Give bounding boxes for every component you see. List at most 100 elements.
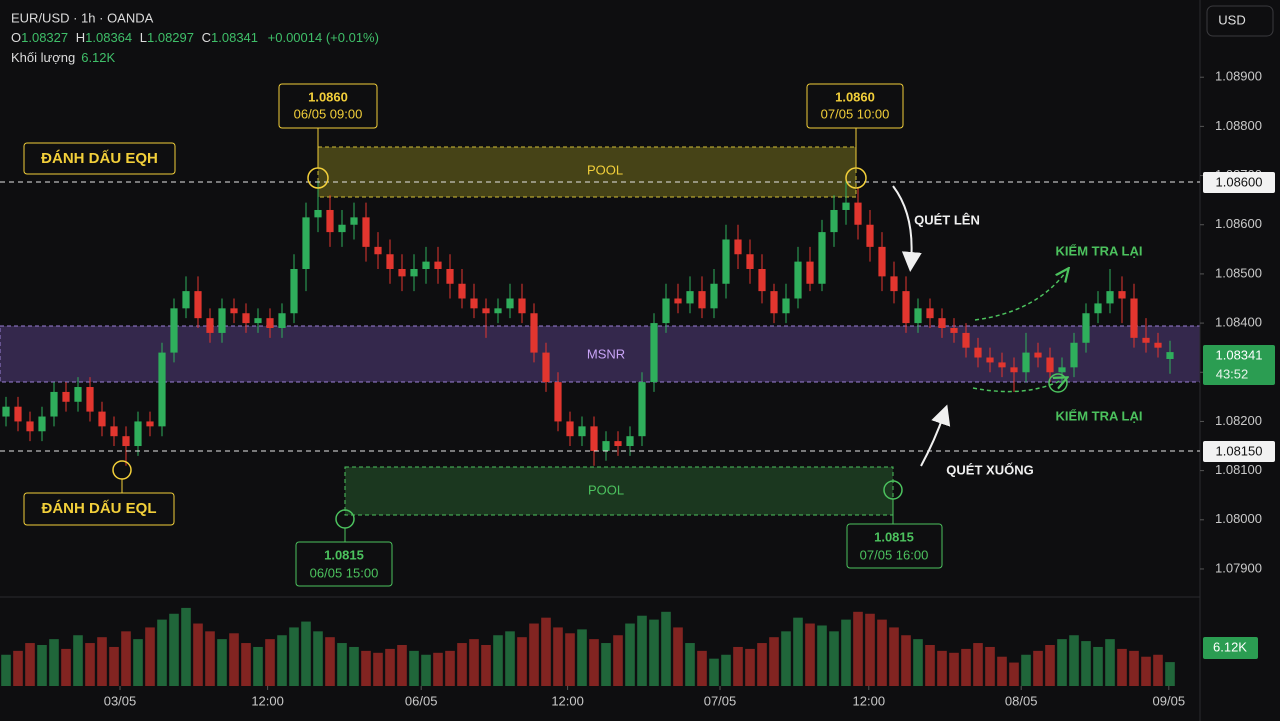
volume-bar: [505, 631, 515, 686]
annotations: POOL MSNR POOL ĐÁNH DẤU EQH ĐÁNH DẤU EQL…: [23, 83, 1142, 587]
candle-body: [578, 426, 586, 437]
candle-body: [602, 441, 610, 451]
candle-body: [1046, 357, 1054, 373]
volume-bar: [13, 650, 23, 686]
candle-body: [1106, 291, 1114, 304]
candle-body: [1094, 303, 1102, 314]
x-tick-label: 12:00: [853, 693, 886, 708]
volume-bar: [601, 643, 611, 686]
volume-bar: [109, 646, 119, 686]
candle-body: [590, 426, 598, 451]
candle-body: [1142, 337, 1150, 343]
candle-body: [314, 209, 322, 218]
candle-body: [842, 202, 850, 210]
candle-body: [986, 357, 994, 363]
pool-label: POOL: [588, 482, 624, 497]
volume-bar: [385, 648, 395, 686]
sweep-arrow: [892, 185, 922, 272]
candle-body: [914, 308, 922, 324]
callout-time: 06/05 09:00: [294, 106, 363, 121]
callout-price: 1.0860: [835, 89, 875, 104]
volume-bar: [949, 652, 959, 686]
x-tick-label: 03/05: [104, 693, 137, 708]
volume-bar: [1, 654, 11, 686]
candle-body: [758, 268, 766, 292]
ohlc-value: 1.08327: [21, 30, 68, 45]
candle-body: [710, 283, 718, 309]
volume-bar: [961, 648, 971, 686]
volume-bar: [409, 650, 419, 686]
candle-body: [518, 298, 526, 314]
volume-bar: [853, 611, 863, 686]
candle-body: [146, 421, 154, 427]
candle-body: [506, 298, 514, 309]
volume-bar: [661, 611, 671, 686]
currency-button[interactable]: [1206, 5, 1274, 37]
currency-label[interactable]: USD: [1218, 12, 1245, 27]
volume-bar: [193, 623, 203, 686]
x-tick-label: 06/05: [405, 693, 438, 708]
volume-bar: [121, 631, 131, 686]
volume-bar: [829, 631, 839, 686]
candle-body: [962, 332, 970, 348]
y-tick-label: 1.08400: [1215, 315, 1262, 330]
volume-bar: [313, 631, 323, 686]
volume-bar: [1009, 662, 1019, 686]
candle-body: [1010, 367, 1018, 373]
volume-bar: [145, 627, 155, 686]
volume-bar: [733, 646, 743, 686]
callout-price: 1.0815: [324, 547, 364, 562]
candle-body: [50, 391, 58, 417]
y-tick-label: 1.08000: [1215, 511, 1262, 526]
pool-top-zone: [317, 146, 857, 198]
callout-box: [806, 83, 904, 129]
chart-title: EUR/USD · 1h · OANDA: [11, 10, 154, 25]
x-tick-label: 12:00: [251, 693, 284, 708]
eqh-mark: ĐÁNH DẤU EQH: [41, 150, 158, 167]
volume-bar: [685, 643, 695, 686]
volume-bar: [937, 650, 947, 686]
volume-bar: [973, 643, 983, 686]
axis-tags: 1.08600 1.08150 1.08341 43:52 6.12K: [1203, 172, 1275, 659]
label-box: [23, 142, 176, 175]
volume-bar: [1129, 650, 1139, 686]
volume-bar: [541, 617, 551, 686]
volume-tag-label: 6.12K: [1213, 639, 1247, 654]
candle-body: [854, 202, 862, 225]
volume-bar: [61, 648, 71, 686]
volume-bar: [325, 637, 335, 686]
y-tick-label: 1.08500: [1215, 265, 1262, 280]
callout-price: 1.0860: [308, 89, 348, 104]
volume-bar: [337, 643, 347, 686]
candle-body: [1022, 352, 1030, 373]
candle-body: [122, 436, 130, 447]
volume-bar: [697, 650, 707, 686]
sweep-up-label: QUÉT LÊN: [914, 212, 980, 227]
candle-body: [26, 421, 34, 432]
candle-body: [62, 391, 70, 402]
volume-bar: [709, 658, 719, 686]
volume-bar: [553, 627, 563, 686]
volume-bar: [73, 635, 83, 686]
candle-body: [770, 291, 778, 314]
candle-body: [794, 261, 802, 299]
candle-body: [1166, 352, 1174, 359]
volume-bar: [169, 613, 179, 686]
volume-bar: [1093, 646, 1103, 686]
y-tick-label: 1.08100: [1215, 462, 1262, 477]
retest-arrow: [974, 273, 1065, 321]
volume-bar: [877, 619, 887, 686]
eql-mark: ĐÁNH DẤU EQL: [42, 500, 157, 517]
ohlc-value: 1.08341: [211, 30, 258, 45]
level-tag: [1203, 441, 1275, 462]
volume-bar: [925, 645, 935, 686]
y-tick-label: 1.08200: [1215, 413, 1262, 428]
candle-body: [266, 318, 274, 329]
volume-tag: [1203, 637, 1258, 659]
volume-bar: [97, 637, 107, 686]
x-tick-label: 12:00: [551, 693, 584, 708]
volume-bar: [577, 629, 587, 686]
volume-bar: [229, 633, 239, 686]
